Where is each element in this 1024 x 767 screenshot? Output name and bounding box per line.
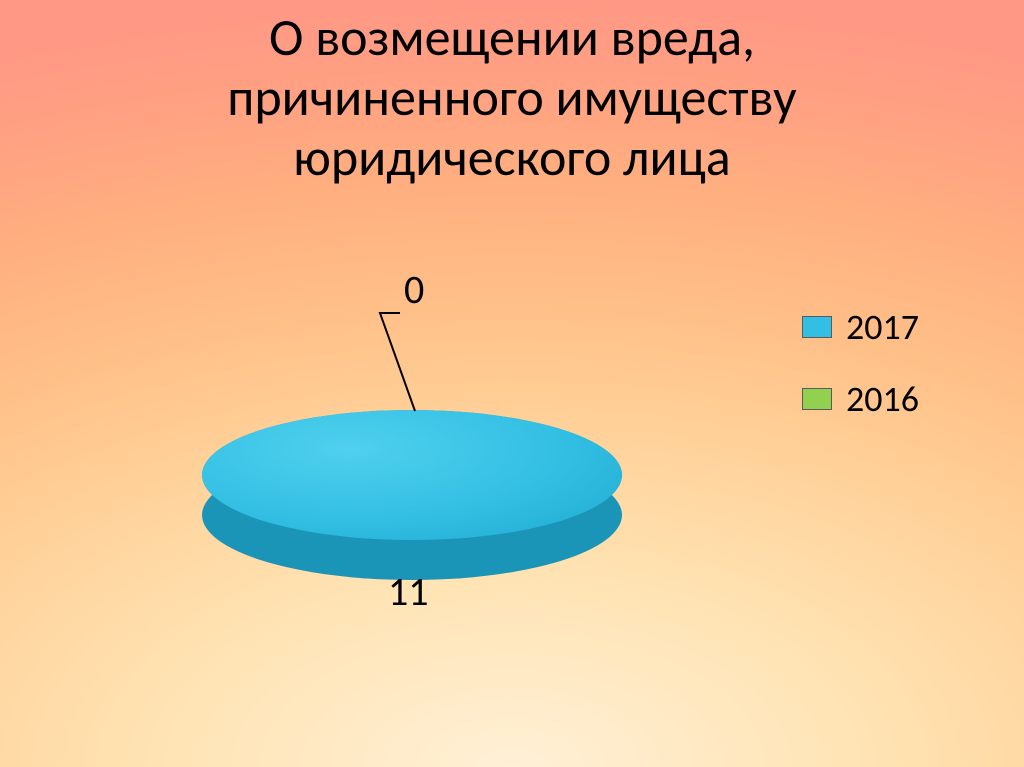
- pie-chart: 0 11 2017 2016: [0, 245, 1024, 745]
- title-line-3: юридического лица: [293, 125, 730, 189]
- legend-item-2017: 2017: [802, 305, 919, 349]
- data-label-eleven: 11: [388, 567, 429, 616]
- legend-swatch-2016: [802, 388, 832, 410]
- legend-label-2016: 2016: [846, 377, 919, 421]
- pie-top: [202, 410, 622, 540]
- legend-swatch-2017: [802, 316, 832, 338]
- legend: 2017 2016: [802, 305, 919, 449]
- title-line-1: О возмещении вреда,: [269, 5, 755, 69]
- title-line-2: причиненного имуществу: [227, 65, 796, 129]
- data-label-zero: 0: [404, 265, 424, 314]
- legend-item-2016: 2016: [802, 377, 919, 421]
- slide: О возмещении вреда, причиненного имущест…: [0, 0, 1024, 767]
- slide-title: О возмещении вреда, причиненного имущест…: [0, 8, 1024, 187]
- legend-label-2017: 2017: [846, 305, 919, 349]
